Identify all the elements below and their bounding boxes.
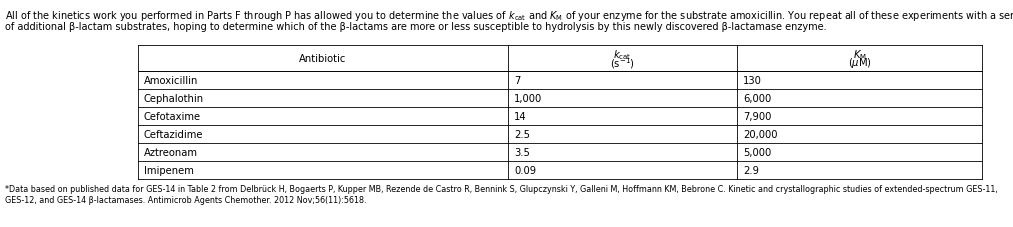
Text: 6,000: 6,000 <box>743 94 771 104</box>
Text: All of the kinetics work you performed in Parts F through P has allowed you to d: All of the kinetics work you performed i… <box>5 9 1013 23</box>
Text: 5,000: 5,000 <box>743 147 771 157</box>
Text: Amoxicillin: Amoxicillin <box>144 76 199 86</box>
Text: 0.09: 0.09 <box>514 165 536 175</box>
Text: Ceftazidime: Ceftazidime <box>144 129 204 139</box>
Text: Cefotaxime: Cefotaxime <box>144 111 202 121</box>
Text: of additional β-lactam substrates, hoping to determine which of the β-lactams ar: of additional β-lactam substrates, hopin… <box>5 22 827 32</box>
Text: 2.9: 2.9 <box>743 165 759 175</box>
Text: $K_{\mathrm{M}}$: $K_{\mathrm{M}}$ <box>853 48 866 62</box>
Text: Cephalothin: Cephalothin <box>144 94 205 104</box>
Text: GES-12, and GES-14 β-lactamases. Antimicrob Agents Chemother. 2012 Nov;56(11):56: GES-12, and GES-14 β-lactamases. Antimic… <box>5 195 367 204</box>
Text: ($\mu$M): ($\mu$M) <box>848 56 871 70</box>
Text: 14: 14 <box>514 111 527 121</box>
Text: *Data based on published data for GES-14 in Table 2 from Delbrück H, Bogaerts P,: *Data based on published data for GES-14… <box>5 184 998 193</box>
Text: 20,000: 20,000 <box>743 129 778 139</box>
Text: 7,900: 7,900 <box>743 111 771 121</box>
Text: Antibiotic: Antibiotic <box>299 54 346 64</box>
Text: 2.5: 2.5 <box>514 129 530 139</box>
Text: (s$^{-1}$): (s$^{-1}$) <box>610 56 635 71</box>
Text: 3.5: 3.5 <box>514 147 530 157</box>
Text: 7: 7 <box>514 76 521 86</box>
Text: $k_{\mathrm{cat}}$: $k_{\mathrm{cat}}$ <box>613 48 632 62</box>
Text: Aztreonam: Aztreonam <box>144 147 198 157</box>
Text: Imipenem: Imipenem <box>144 165 193 175</box>
Text: 1,000: 1,000 <box>514 94 542 104</box>
Text: 130: 130 <box>743 76 762 86</box>
